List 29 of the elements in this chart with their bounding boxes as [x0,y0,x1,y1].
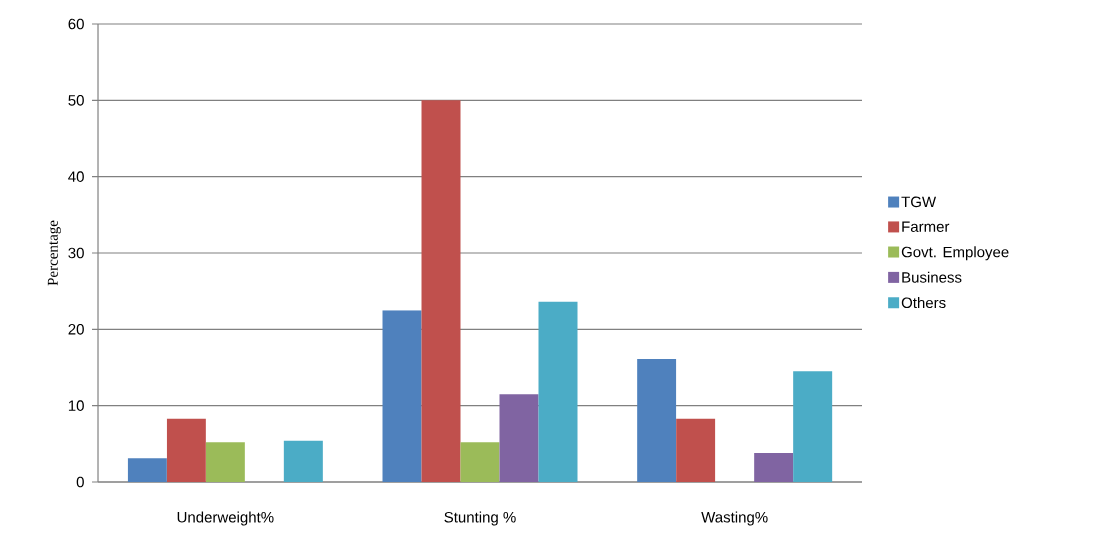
bar [460,442,500,482]
y-tick-label: 60 [68,18,84,30]
y-tick-label: 0 [76,476,84,488]
bar [499,394,539,482]
legend-label: Others [901,297,946,309]
legend-label: Govt. Employee [901,246,1009,261]
x-tick-label: Stunting % [444,511,516,526]
bar [283,440,323,482]
y-tick-label: 40 [68,171,84,182]
y-tick-label: 50 [68,95,84,106]
bar [127,458,167,482]
bar [166,418,206,482]
bar [205,442,245,482]
y-tick-label: 20 [68,324,84,335]
y-tick-label: 10 [68,400,84,411]
bar [676,418,716,482]
y-axis-title: Percentage [47,220,61,286]
bar [793,371,833,482]
legend-label: Business [902,271,962,283]
bar [382,310,422,482]
bar [538,301,578,482]
x-tick-label: Underweight% [177,511,274,526]
bar [421,100,461,482]
y-tick-label: 30 [68,247,84,259]
bar [754,452,794,482]
legend-label: Farmer [902,221,950,232]
bar [637,359,677,482]
x-tick-label: Wasting% [701,511,768,526]
legend-label: TGW [901,196,937,208]
